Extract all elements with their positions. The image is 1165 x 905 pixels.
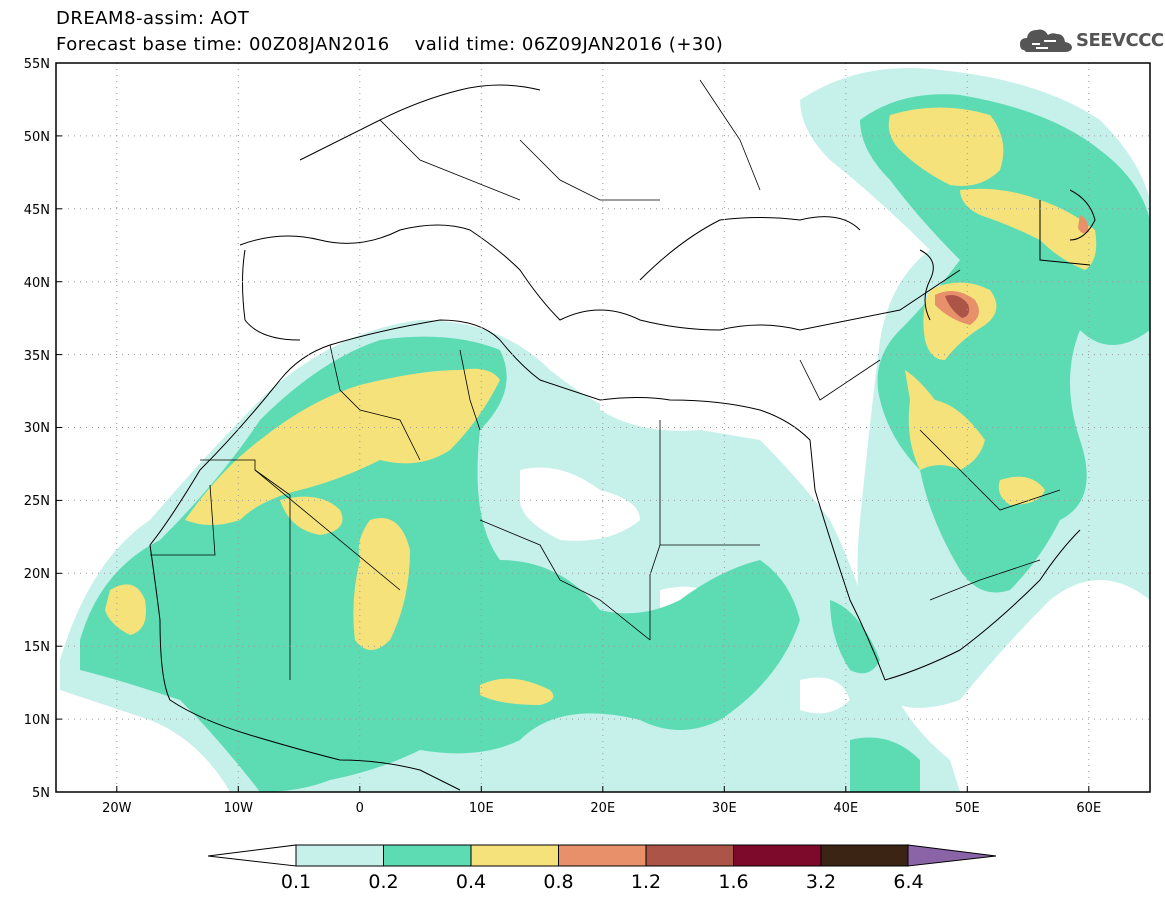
colorbar-swatch — [295, 844, 384, 867]
lon-label: 10W — [224, 801, 254, 816]
lon-label: 40E — [833, 801, 858, 816]
aot-0.4-region — [105, 107, 1097, 705]
lon-label: 30E — [712, 801, 737, 816]
lat-label: 20N — [24, 567, 50, 582]
colorbar-low-arrow — [207, 844, 297, 867]
lat-label: 35N — [24, 349, 50, 364]
lat-label: 55N — [24, 57, 50, 72]
colorbar-swatch — [558, 844, 647, 867]
aot-field — [60, 68, 1150, 792]
lat-label: 10N — [24, 713, 50, 728]
colorbar-label: 6.4 — [893, 871, 924, 893]
lon-label: 10E — [469, 801, 494, 816]
colorbar-swatch — [470, 844, 559, 867]
colorbar-swatch — [383, 844, 472, 867]
colorbar-label: 0.8 — [543, 871, 574, 893]
lon-label: 50E — [955, 801, 980, 816]
logo-text: SEEVCCC — [1076, 30, 1164, 51]
colorbar — [207, 844, 997, 867]
lat-labels: 55N 50N 45N 40N 35N 30N 25N 20N 15N 10N … — [24, 57, 50, 801]
colorbar-high-arrow — [907, 844, 997, 867]
coastlines — [149, 84, 1096, 791]
map-title: DREAM8-assim: AOT — [56, 8, 250, 29]
colorbar-swatch — [645, 844, 734, 867]
colorbar-label: 0.1 — [280, 871, 312, 893]
colorbar-label: 0.4 — [455, 871, 487, 893]
tick-marks — [56, 62, 1090, 793]
lon-label: 20E — [590, 801, 615, 816]
aot-1.2-region — [945, 295, 970, 318]
lat-label: 50N — [24, 130, 50, 145]
lon-labels: 20W 10W 0 10E 20E 30E 40E 50E 60E — [102, 801, 1101, 816]
forecast-times: Forecast base time: 00Z08JAN2016 valid t… — [56, 34, 724, 55]
graticule — [56, 63, 1150, 792]
country-borders — [150, 79, 1061, 680]
lat-label: 30N — [24, 421, 50, 436]
cloud-logo-icon — [1020, 29, 1072, 52]
lat-label: 15N — [24, 640, 50, 655]
lon-label: 60E — [1076, 801, 1101, 816]
colorbar-swatch — [733, 844, 822, 867]
lon-label: 20W — [102, 801, 132, 816]
lat-label: 5N — [32, 786, 50, 801]
lat-label: 40N — [24, 276, 50, 291]
colorbar-label: 1.2 — [630, 871, 662, 893]
lon-label: 0 — [356, 801, 364, 816]
colorbar-label: 1.6 — [718, 871, 749, 893]
lat-label: 25N — [24, 494, 50, 509]
colorbar-swatch — [820, 844, 909, 867]
lat-label: 45N — [24, 203, 50, 218]
colorbar-label: 0.2 — [368, 871, 399, 893]
colorbar-label: 3.2 — [805, 871, 837, 893]
